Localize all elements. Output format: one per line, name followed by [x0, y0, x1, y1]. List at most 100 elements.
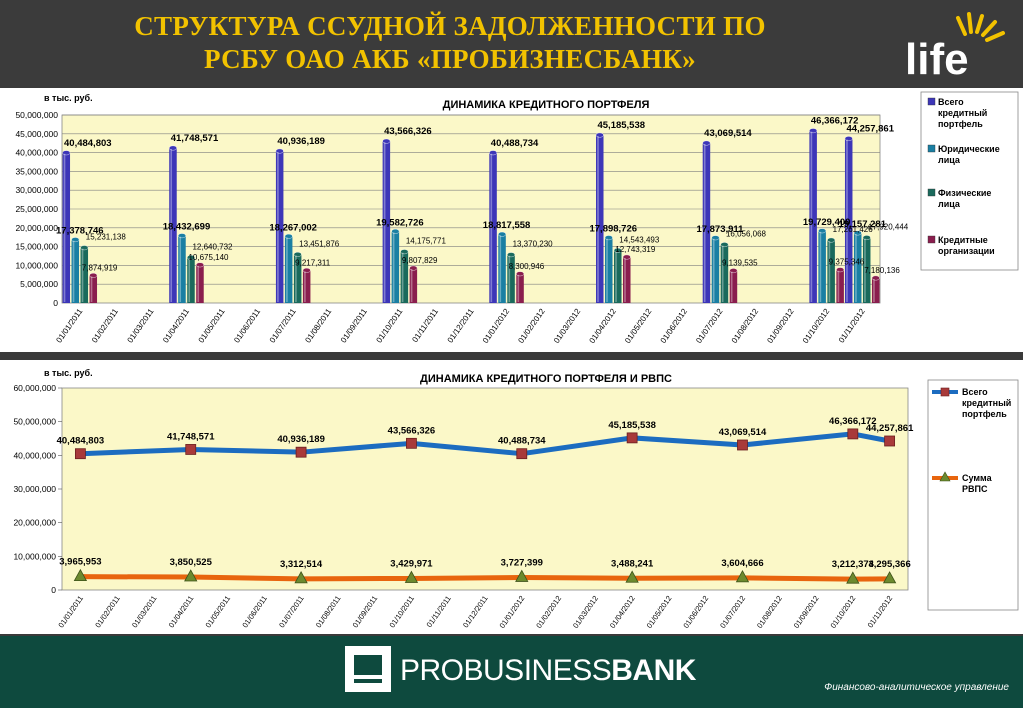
bar — [409, 265, 418, 303]
x-tick-label: 01/09/2011 — [339, 307, 369, 345]
bar — [711, 235, 720, 303]
x-tick-label: 01/05/2012 — [623, 307, 654, 345]
legend-entry: Кредитные организации — [938, 235, 995, 256]
data-label: 14,175,771 — [406, 237, 447, 246]
bar — [293, 252, 302, 303]
x-tick-label: 01/01/2012 — [481, 307, 512, 345]
bar — [71, 237, 80, 303]
bar-highlight — [855, 233, 857, 302]
bar-highlight — [383, 142, 386, 302]
data-label: 40,484,803 — [64, 138, 112, 149]
bar — [604, 235, 613, 303]
bar-cap — [853, 230, 862, 236]
bar-cap — [836, 267, 845, 273]
legend-entry: Сумма РВПС — [962, 473, 993, 494]
y-tick-label: 35,000,000 — [15, 166, 58, 176]
bar-highlight — [170, 149, 173, 302]
bar-highlight — [499, 235, 502, 302]
data-label: 43,566,326 — [384, 126, 432, 137]
y-tick-label: 50,000,000 — [15, 110, 58, 120]
x-tick-label: 01/01/2011 — [54, 307, 84, 345]
data-label: 46,366,172 — [811, 116, 859, 127]
bar-cap — [382, 138, 391, 144]
x-tick-label: 01/02/2012 — [534, 594, 563, 630]
bar-body — [605, 237, 613, 303]
bar-body — [809, 130, 817, 303]
x-tick-label: 01/03/2012 — [552, 307, 583, 345]
data-label: 17,378,746 — [56, 226, 104, 237]
data-label: 16,056,068 — [726, 230, 767, 239]
data-point — [625, 570, 639, 583]
bar-cap — [871, 275, 880, 281]
bar — [622, 254, 631, 303]
bar — [391, 228, 400, 303]
bar-body — [596, 135, 604, 303]
bar-highlight — [392, 232, 395, 302]
data-label: 40,936,189 — [277, 136, 325, 147]
bar — [284, 233, 293, 303]
bar-body — [720, 244, 729, 303]
x-tick-label: 01/07/2011 — [277, 594, 306, 629]
data-label: 3,295,366 — [868, 559, 910, 570]
bar-highlight — [304, 271, 306, 302]
y-tick-label: 30,000,000 — [15, 185, 58, 195]
bar-body — [853, 232, 862, 303]
bar-highlight — [810, 131, 813, 302]
x-tick-label: 01/09/2012 — [792, 594, 821, 630]
data-point — [735, 570, 750, 583]
data-label: 15,231,138 — [86, 233, 127, 242]
bar-cap — [604, 235, 613, 241]
bar — [871, 275, 880, 303]
footer: PROBUSINESSBANK Финансово-аналитическое … — [0, 636, 1023, 708]
bar-cap — [711, 235, 720, 241]
bar-highlight — [81, 248, 84, 302]
x-tick-label: 01/06/2012 — [681, 594, 710, 630]
bar — [196, 262, 204, 303]
data-label: 8,300,946 — [509, 262, 545, 271]
bar-highlight — [188, 258, 191, 302]
data-point — [737, 439, 748, 451]
data-label: 18,817,558 — [483, 220, 531, 231]
legend-entry: Всего кредитный портфель — [938, 97, 987, 129]
legend — [927, 379, 1019, 611]
bar-cap — [622, 254, 631, 260]
x-tick-label: 01/04/2012 — [588, 307, 619, 345]
bar-cap — [613, 247, 622, 253]
bar-body — [729, 270, 738, 303]
bar-body — [169, 148, 177, 303]
x-tick-label: 01/11/2011 — [410, 307, 440, 344]
bar-body — [382, 141, 391, 303]
y-tick-label: 10,000,000 — [15, 260, 58, 270]
bar-highlight — [615, 251, 617, 302]
x-tick-label: 01/12/2011 — [446, 307, 476, 345]
bar — [720, 242, 729, 303]
bar-highlight — [197, 265, 200, 302]
bar-body — [71, 239, 80, 303]
bar-cap — [818, 228, 827, 234]
data-label: 9,375,346 — [829, 258, 865, 267]
legend-entry: Физические лица — [938, 188, 991, 209]
chart-title: ДИНАМИКА КРЕДИТНОГО ПОРТФЕЛЯ И РВПС — [420, 373, 672, 385]
x-tick-label: 01/11/2012 — [866, 594, 895, 629]
bar-cap — [391, 228, 400, 234]
data-label: 7,180,136 — [864, 266, 900, 275]
bar-body — [400, 251, 409, 303]
data-label: 9,139,535 — [722, 259, 758, 268]
bar-cap — [284, 233, 293, 239]
data-label: 18,432,699 — [163, 222, 211, 233]
bar-highlight — [508, 255, 511, 302]
data-label: 44,257,861 — [846, 124, 894, 135]
bar-body — [293, 254, 302, 303]
data-label: 14,543,493 — [619, 235, 660, 244]
bar-body — [302, 270, 311, 303]
x-tick-label: 01/06/2011 — [240, 594, 269, 629]
x-tick-label: 01/09/2012 — [765, 307, 796, 345]
bar — [809, 128, 818, 303]
bar-cap — [62, 150, 71, 156]
bar-body — [827, 240, 835, 303]
data-label: 3,429,971 — [390, 558, 433, 569]
x-tick-label: 01/06/2012 — [659, 307, 690, 345]
legend-entry: Всего кредитный портфель — [962, 387, 1011, 419]
bar-chart-panel: 0 5,000,000 10,000,000 15,000,000 20,000,000… — [0, 88, 1023, 352]
data-label: 7,874,919 — [82, 263, 118, 272]
